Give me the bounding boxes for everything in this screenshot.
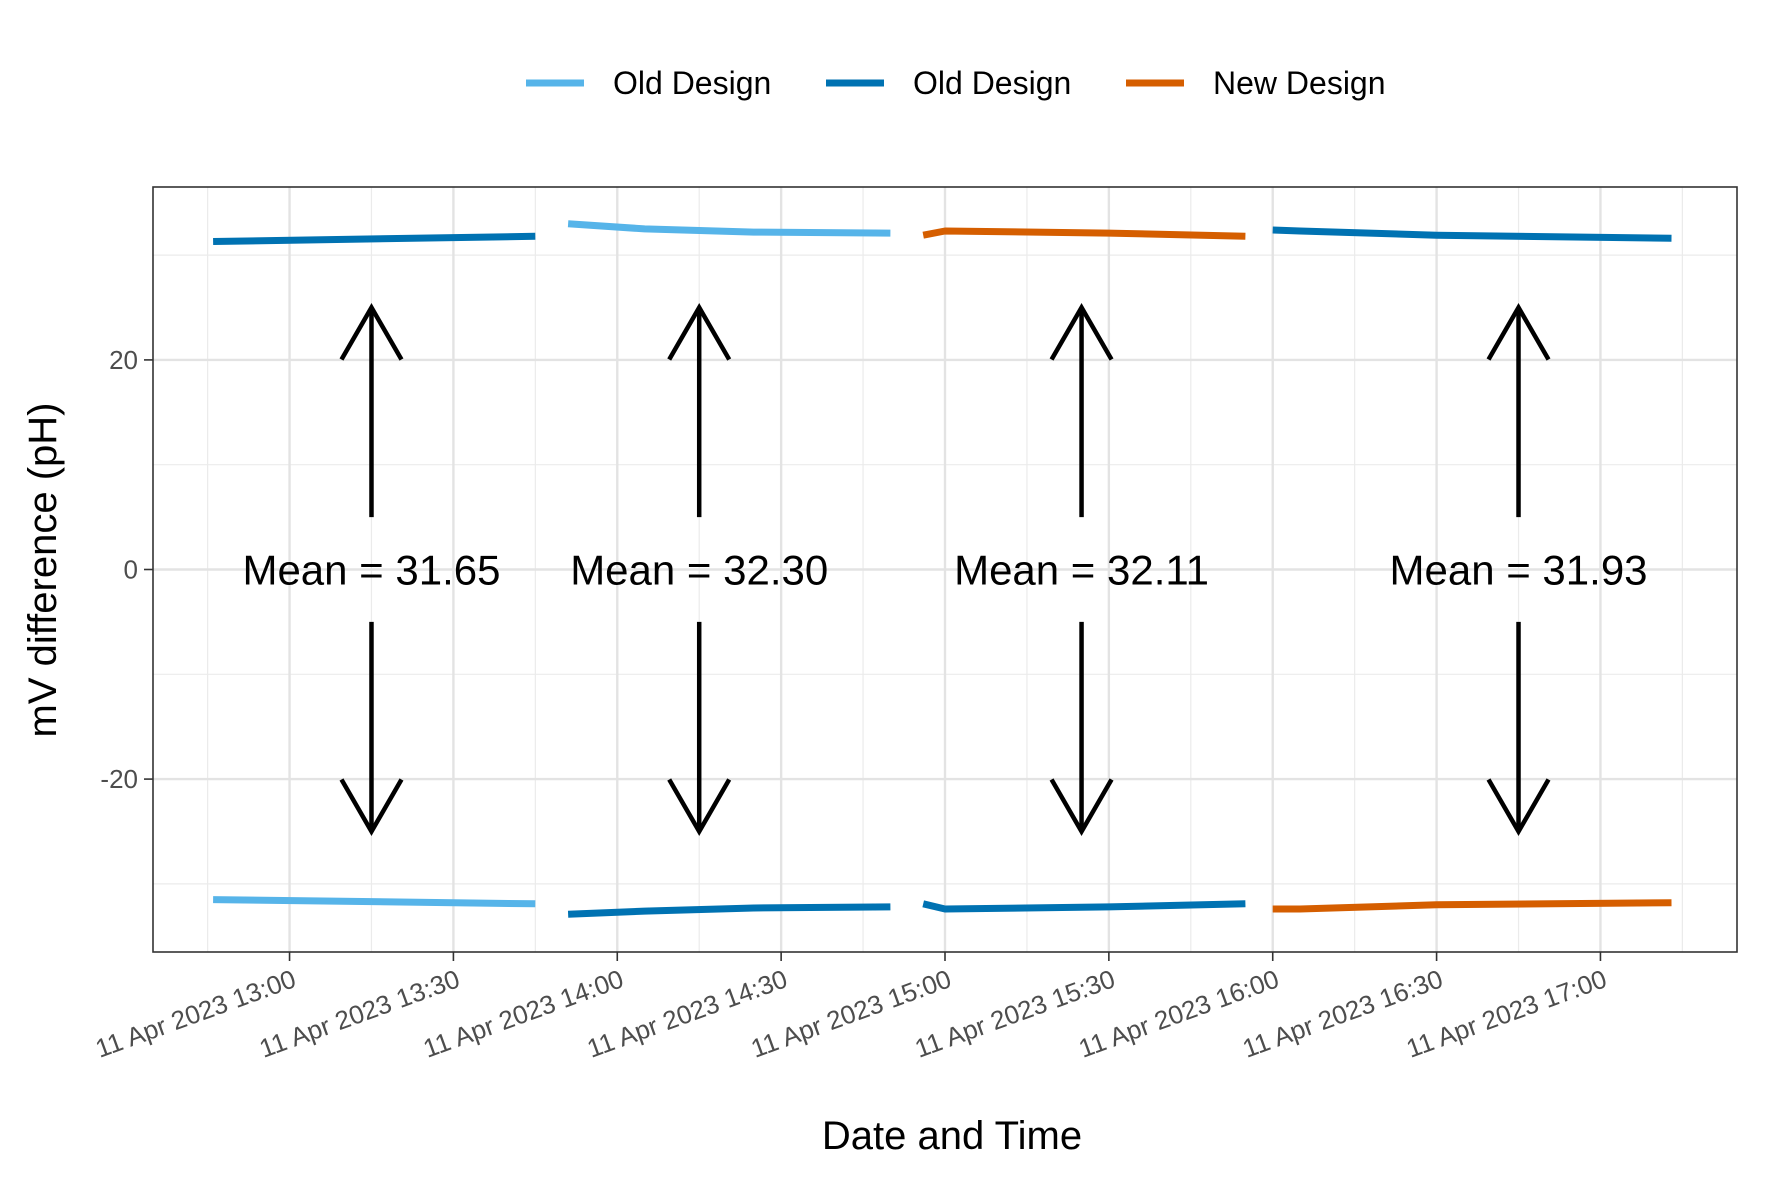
plot-grid: [153, 187, 1737, 952]
annotation-arrow: [1486, 303, 1551, 518]
mean-annotation: Mean = 32.11: [954, 547, 1209, 594]
annotation-arrow: [1049, 303, 1114, 518]
legend-item: New Design: [1126, 65, 1386, 101]
series-line: [567, 220, 891, 237]
plot-series: [213, 220, 1672, 918]
series-line: [213, 232, 536, 245]
x-axis-title: Date and Time: [822, 1114, 1082, 1158]
legend: Old Design Old Design New Design: [526, 65, 1386, 101]
y-tick-label: 20: [109, 345, 138, 375]
legend-label: New Design: [1213, 65, 1386, 101]
annotation-arrow: [667, 303, 732, 518]
series-line: [567, 903, 891, 918]
series-line: [213, 896, 536, 908]
series-line: [1272, 226, 1672, 242]
y-axis-title: mV difference (pH): [21, 403, 65, 738]
annotation-arrow: [1049, 621, 1114, 836]
annotation-arrow: [667, 621, 732, 836]
annotation-arrow: [1486, 621, 1551, 836]
series-line: [1272, 899, 1672, 913]
y-tick-label: -20: [100, 764, 138, 794]
plot-annotations: Mean = 31.65 Mean = 32.30 Mean = 32.11 Mean…: [242, 303, 1648, 836]
legend-item: Old Design: [826, 65, 1071, 101]
annotation-arrow: [339, 621, 404, 836]
series-line: [922, 900, 1246, 913]
legend-label: Old Design: [613, 65, 771, 101]
mean-annotation: Mean = 31.93: [1390, 547, 1648, 594]
y-tick-label: 0: [124, 555, 138, 585]
mean-annotation: Mean = 32.30: [570, 547, 828, 594]
mean-annotation: Mean = 31.65: [242, 547, 500, 594]
series-line: [922, 227, 1246, 240]
legend-label: Old Design: [913, 65, 1071, 101]
legend-item: Old Design: [526, 65, 771, 101]
annotation-arrow: [339, 303, 404, 518]
